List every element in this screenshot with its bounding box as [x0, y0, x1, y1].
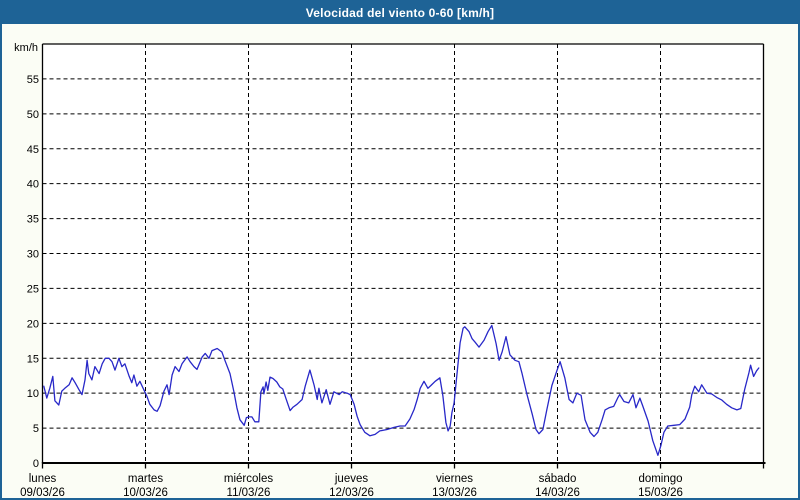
y-axis-tick-label: 5 — [33, 423, 39, 435]
y-axis-tick-label: 30 — [27, 249, 39, 261]
y-axis-tick-label: 40 — [27, 179, 39, 191]
window-titlebar: Velocidad del viento 0-60 [km/h] — [2, 2, 798, 24]
y-axis-tick-label: 50 — [27, 109, 39, 121]
y-axis-tick-label: 10 — [27, 388, 39, 400]
day-name-label: domingo — [638, 473, 682, 485]
y-axis-tick-label: 45 — [27, 144, 39, 156]
day-date-label: 13/03/26 — [432, 487, 477, 499]
y-axis-tick-label: 55 — [27, 74, 39, 86]
y-axis-unit-label: km/h — [14, 42, 38, 54]
day-date-label: 12/03/26 — [329, 487, 374, 499]
day-date-label: 15/03/26 — [638, 487, 683, 499]
day-date-label: 09/03/26 — [20, 487, 65, 499]
day-name-label: sábado — [539, 473, 577, 485]
y-axis-tick-label: 20 — [27, 318, 39, 330]
y-axis-tick-label: 35 — [27, 214, 39, 226]
day-date-label: 11/03/26 — [227, 487, 271, 499]
day-name-label: jueves — [334, 473, 368, 485]
day-name-label: martes — [128, 473, 163, 485]
y-axis-tick-label: 25 — [27, 283, 39, 295]
y-axis-tick-label: 0 — [33, 458, 39, 470]
day-name-label: miércoles — [224, 473, 273, 485]
day-name-label: viernes — [436, 473, 473, 485]
y-axis-tick-label: 15 — [27, 353, 39, 365]
day-date-label: 10/03/26 — [123, 487, 168, 499]
window-title: Velocidad del viento 0-60 [km/h] — [305, 6, 495, 20]
wind-speed-line — [43, 324, 760, 456]
day-name-label: lunes — [29, 473, 57, 485]
day-date-label: 14/03/26 — [535, 487, 580, 499]
